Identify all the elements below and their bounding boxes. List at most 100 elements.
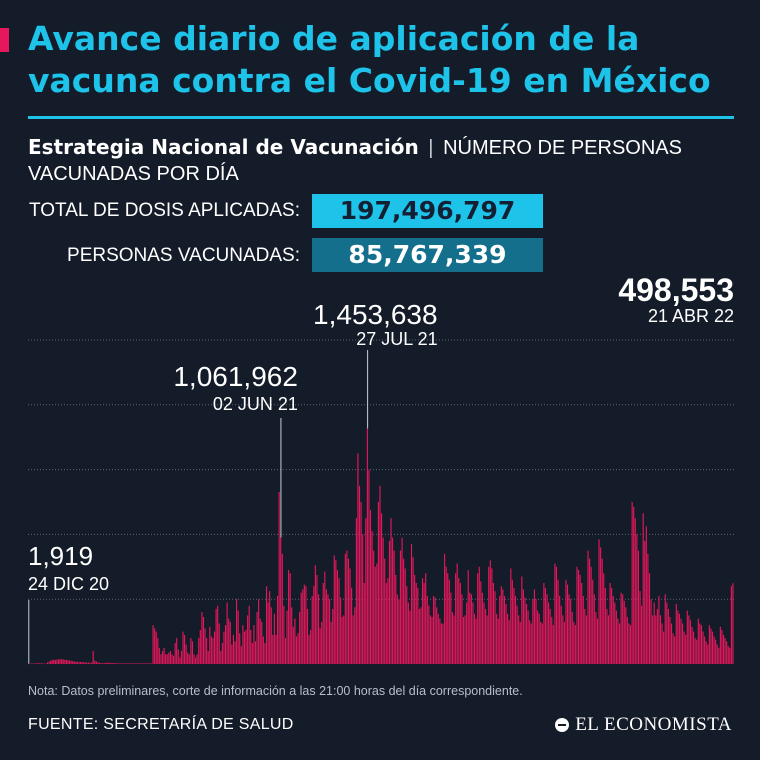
bar bbox=[582, 595, 584, 664]
bar bbox=[294, 618, 296, 664]
bar bbox=[48, 661, 50, 664]
bar bbox=[103, 663, 105, 664]
bar bbox=[382, 537, 384, 664]
bar bbox=[288, 570, 290, 664]
bar bbox=[571, 612, 573, 664]
bar bbox=[171, 654, 173, 664]
bar bbox=[429, 615, 431, 664]
bar bbox=[480, 581, 482, 664]
bar bbox=[486, 615, 488, 664]
bar bbox=[355, 518, 357, 664]
bar bbox=[180, 651, 182, 664]
bar bbox=[554, 563, 556, 664]
bar bbox=[195, 657, 197, 664]
bar bbox=[57, 659, 60, 664]
bar bbox=[40, 663, 42, 664]
bar bbox=[570, 599, 572, 664]
bar bbox=[91, 662, 93, 664]
bar bbox=[730, 586, 732, 664]
bar bbox=[352, 615, 354, 664]
bar bbox=[340, 597, 342, 664]
bar bbox=[196, 654, 198, 664]
bar bbox=[185, 644, 187, 664]
bar bbox=[448, 579, 450, 664]
bar bbox=[144, 663, 146, 664]
bar bbox=[313, 586, 315, 664]
bar bbox=[215, 608, 217, 664]
bar bbox=[636, 534, 638, 664]
bar bbox=[631, 502, 633, 664]
bar bbox=[297, 633, 299, 664]
bar bbox=[388, 540, 391, 664]
bar bbox=[398, 599, 400, 664]
bar bbox=[702, 631, 704, 664]
bar bbox=[62, 659, 64, 664]
bar bbox=[525, 604, 528, 664]
bar bbox=[686, 610, 688, 664]
bar bbox=[232, 634, 234, 664]
bar bbox=[76, 661, 78, 664]
bar bbox=[111, 663, 113, 664]
bar bbox=[236, 599, 238, 664]
bar bbox=[617, 618, 619, 664]
bar bbox=[94, 660, 96, 664]
bar bbox=[108, 662, 110, 664]
bar bbox=[691, 626, 693, 664]
bar bbox=[50, 660, 52, 664]
bar bbox=[406, 586, 408, 664]
bar bbox=[59, 659, 61, 664]
bar bbox=[165, 654, 167, 664]
bar bbox=[150, 663, 153, 664]
bar bbox=[179, 657, 181, 664]
bar bbox=[154, 628, 156, 664]
bar bbox=[374, 566, 376, 664]
bar bbox=[333, 555, 335, 664]
bar bbox=[425, 573, 427, 664]
bar bbox=[176, 638, 178, 664]
bar bbox=[276, 595, 279, 664]
bar bbox=[478, 566, 480, 664]
bar bbox=[477, 573, 479, 664]
bar bbox=[102, 663, 104, 664]
bar bbox=[174, 642, 176, 664]
bar bbox=[300, 592, 302, 664]
bar bbox=[310, 629, 312, 664]
bar bbox=[672, 633, 674, 664]
bar bbox=[409, 610, 411, 664]
bar bbox=[146, 663, 148, 664]
bar bbox=[459, 583, 461, 664]
bar bbox=[614, 602, 616, 664]
bar bbox=[379, 485, 381, 664]
bar bbox=[292, 626, 294, 664]
bar bbox=[451, 612, 454, 664]
bar bbox=[491, 568, 493, 664]
bar bbox=[428, 605, 430, 664]
bar bbox=[579, 574, 581, 664]
bar bbox=[72, 661, 74, 664]
bar bbox=[105, 662, 107, 664]
bar bbox=[629, 625, 632, 664]
bar bbox=[155, 631, 157, 664]
bar bbox=[682, 623, 684, 664]
bar bbox=[445, 566, 447, 664]
bar bbox=[700, 625, 703, 664]
footnote: Nota: Datos preliminares, corte de infor… bbox=[28, 684, 523, 698]
bar bbox=[306, 608, 309, 664]
bar bbox=[132, 663, 134, 664]
bar bbox=[166, 654, 168, 664]
bar bbox=[324, 571, 326, 664]
bar bbox=[245, 629, 247, 664]
bar bbox=[418, 608, 420, 664]
bar bbox=[461, 594, 463, 664]
bar bbox=[566, 584, 569, 664]
bar bbox=[265, 586, 268, 664]
bar bbox=[488, 566, 490, 664]
bar bbox=[347, 558, 350, 664]
bar bbox=[447, 573, 449, 664]
bar bbox=[141, 663, 143, 664]
bar bbox=[584, 608, 586, 664]
bar bbox=[358, 485, 361, 664]
bar bbox=[226, 602, 228, 664]
bar bbox=[228, 618, 230, 664]
bar bbox=[559, 595, 561, 664]
